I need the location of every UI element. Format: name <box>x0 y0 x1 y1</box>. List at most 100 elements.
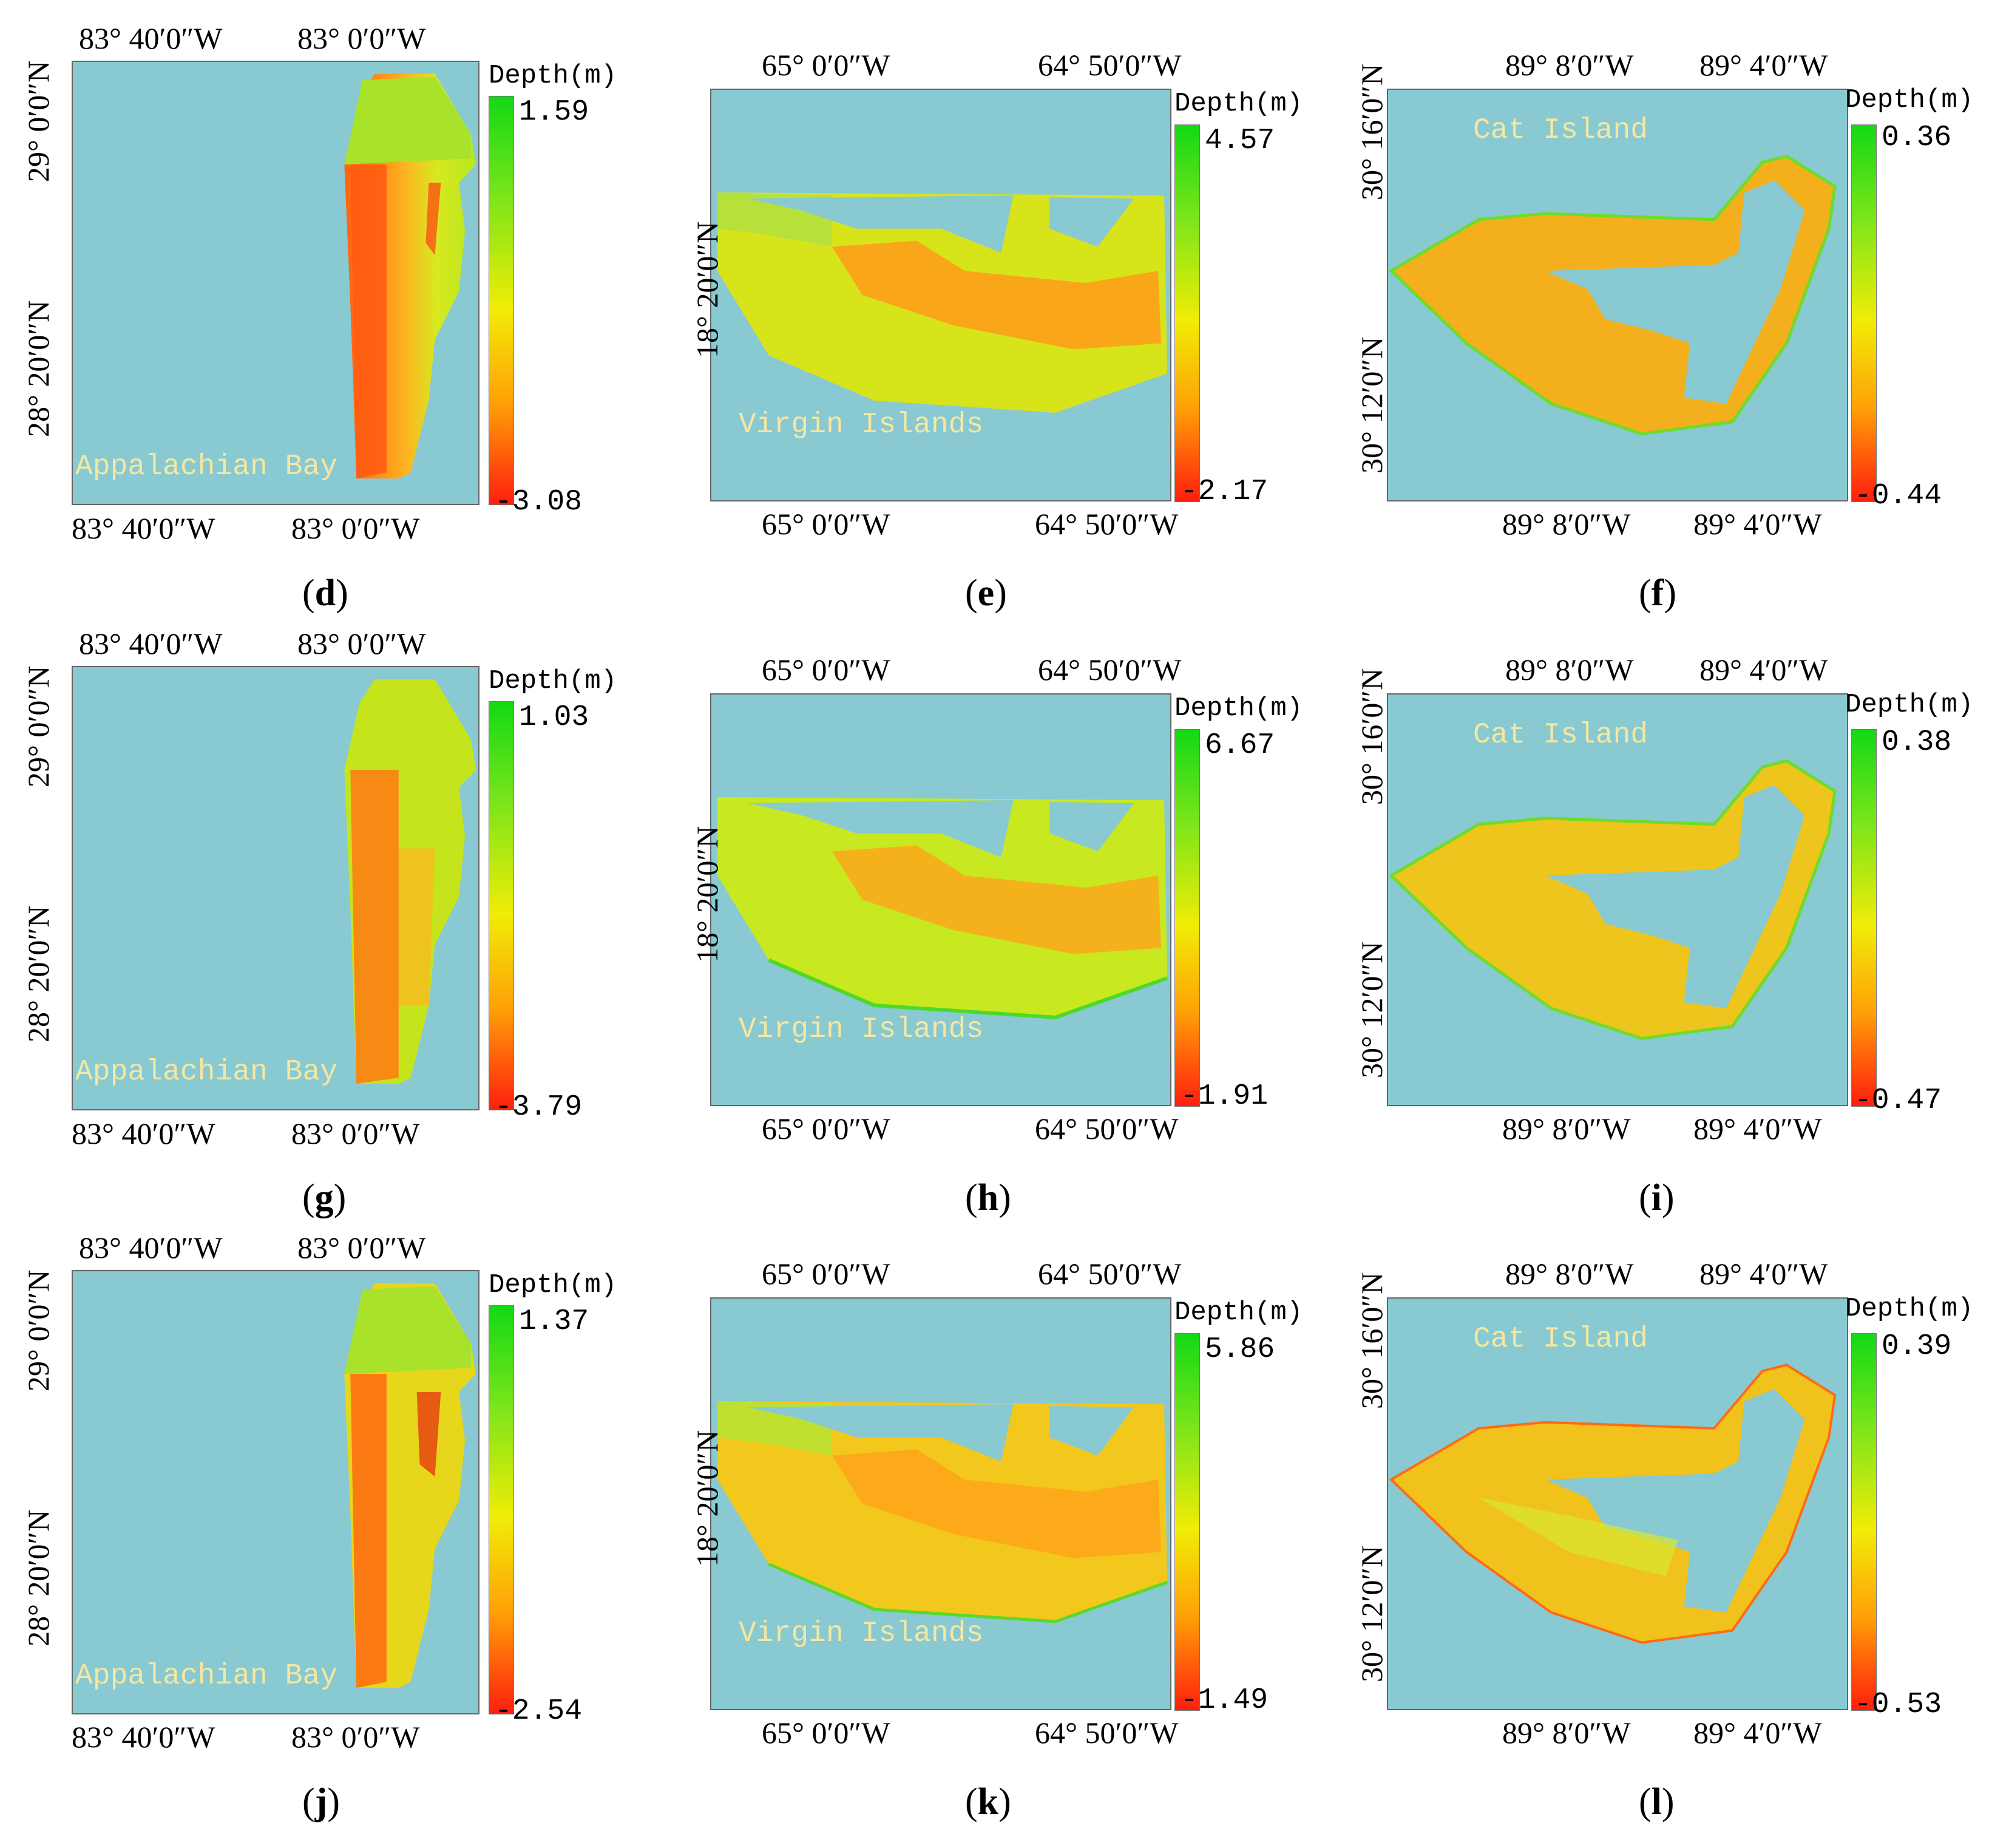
left-tick-1: 30° 16′0″N <box>1355 1272 1389 1409</box>
caption-letter: i <box>1651 1177 1662 1218</box>
depth-raster <box>344 679 476 1084</box>
bottom-tick-1: 89° 8′0″W <box>1502 507 1631 541</box>
bottom-tick-2: 89° 4′0″W <box>1693 1112 1822 1146</box>
map-virgin-islands: Virgin Islands <box>710 89 1171 501</box>
top-tick-1: 89° 8′0″W <box>1505 1257 1634 1291</box>
panel-caption: (i) <box>1639 1177 1675 1218</box>
bottom-tick-1: 89° 8′0″W <box>1502 1112 1631 1146</box>
depth-raster <box>717 1401 1168 1623</box>
top-tick-1: 83° 40′0″W <box>79 21 223 55</box>
map-cat-island: Cat Island <box>1387 89 1848 501</box>
top-tick-2: 64° 50′0″W <box>1038 1257 1182 1291</box>
top-tick-2: 64° 50′0″W <box>1038 48 1182 82</box>
left-tick-2: 30° 12′0″N <box>1355 941 1389 1078</box>
bottom-tick-1: 89° 8′0″W <box>1502 1716 1631 1750</box>
bottom-tick-2: 64° 50′0″W <box>1035 1716 1179 1750</box>
legend-min: -0.47 <box>1854 1084 1942 1117</box>
legend-max: 4.57 <box>1205 124 1275 157</box>
depth-raster <box>344 73 476 479</box>
legend-max: 0.36 <box>1882 121 1952 154</box>
left-tick-1: 29° 0′0″N <box>21 60 55 182</box>
bottom-tick-2: 64° 50′0″W <box>1035 1112 1179 1146</box>
legend-max: 1.37 <box>519 1305 589 1338</box>
depth-raster <box>1388 154 1837 436</box>
bottom-tick-2: 83° 0′0″W <box>291 1116 420 1150</box>
map-cat-island: Cat Island <box>1387 693 1848 1106</box>
legend-title: Depth(m) <box>1174 1297 1303 1328</box>
bottom-tick-1: 65° 0′0″W <box>762 507 890 541</box>
bottom-tick-1: 83° 40′0″W <box>72 1720 215 1754</box>
panel-caption: (f) <box>1639 572 1676 614</box>
panel-caption: (d) <box>302 572 348 614</box>
legend-title: Depth(m) <box>1845 85 1974 115</box>
legend-title: Depth(m) <box>489 1270 617 1300</box>
left-tick-1: 30° 16′0″N <box>1355 668 1389 805</box>
map-virgin-islands: Virgin Islands <box>710 1297 1171 1710</box>
left-tick-1: 30° 16′0″N <box>1355 63 1389 200</box>
map-appalachian-bay: Appalachian Bay <box>72 1270 479 1714</box>
left-tick-2: 30° 12′0″N <box>1355 1545 1389 1682</box>
legend-max: 1.59 <box>519 96 589 129</box>
left-tick-1: 18° 20′0″N <box>690 826 724 963</box>
depth-color-bar <box>1851 124 1877 502</box>
depth-color-bar <box>1174 124 1200 502</box>
panel-caption: (e) <box>965 572 1007 614</box>
left-tick-1: 29° 0′0″N <box>21 665 55 787</box>
region-label: Virgin Islands <box>739 1013 984 1046</box>
panel-caption: (h) <box>965 1177 1011 1218</box>
bottom-tick-2: 83° 0′0″W <box>291 1720 420 1754</box>
panel-caption: (j) <box>302 1781 340 1823</box>
map-virgin-islands: Virgin Islands <box>710 693 1171 1106</box>
legend-max: 1.03 <box>519 701 589 734</box>
legend-min: -2.54 <box>495 1695 583 1728</box>
depth-color-bar <box>1174 1333 1200 1711</box>
bottom-tick-1: 65° 0′0″W <box>762 1716 890 1750</box>
legend-min: -0.53 <box>1854 1688 1942 1721</box>
top-tick-2: 83° 0′0″W <box>297 627 426 661</box>
left-tick-2: 28° 20′0″N <box>21 905 55 1042</box>
region-label: Virgin Islands <box>739 409 984 441</box>
top-tick-1: 83° 40′0″W <box>79 1231 223 1265</box>
left-tick-1: 29° 0′0″N <box>21 1269 55 1391</box>
top-tick-2: 83° 0′0″W <box>297 21 426 55</box>
depth-color-bar <box>489 96 514 505</box>
depth-raster <box>717 192 1168 413</box>
top-tick-1: 65° 0′0″W <box>762 1257 890 1291</box>
region-label: Cat Island <box>1473 1323 1648 1356</box>
top-tick-2: 89° 4′0″W <box>1699 653 1828 687</box>
left-tick-2: 30° 12′0″N <box>1355 336 1389 474</box>
legend-title: Depth(m) <box>1845 1294 1974 1324</box>
panel-caption: (l) <box>1639 1781 1675 1823</box>
legend-title: Depth(m) <box>489 666 617 696</box>
left-tick-1: 18° 20′0″N <box>690 221 724 358</box>
bottom-tick-1: 83° 40′0″W <box>72 1116 215 1150</box>
region-label: Virgin Islands <box>739 1617 984 1650</box>
caption-letter: e <box>977 572 995 614</box>
top-tick-2: 89° 4′0″W <box>1699 48 1828 82</box>
top-tick-1: 83° 40′0″W <box>79 627 223 661</box>
caption-letter: l <box>1651 1781 1662 1823</box>
legend-max: 6.67 <box>1205 729 1275 762</box>
bottom-tick-2: 64° 50′0″W <box>1035 507 1179 541</box>
caption-letter: k <box>977 1781 999 1823</box>
depth-color-bar <box>1851 729 1877 1107</box>
caption-letter: j <box>314 1781 328 1823</box>
bottom-tick-2: 83° 0′0″W <box>291 511 420 545</box>
legend-max: 0.38 <box>1882 726 1952 759</box>
legend-min: -1.49 <box>1181 1684 1269 1717</box>
caption-letter: g <box>314 1177 334 1218</box>
legend-max: 5.86 <box>1205 1333 1275 1366</box>
depth-color-bar <box>1174 729 1200 1107</box>
left-tick-2: 28° 20′0″N <box>21 1509 55 1646</box>
depth-color-bar <box>489 1305 514 1714</box>
top-tick-1: 65° 0′0″W <box>762 653 890 687</box>
caption-letter: h <box>977 1177 999 1218</box>
legend-title: Depth(m) <box>1174 89 1303 119</box>
map-cat-island: Cat Island <box>1387 1297 1848 1710</box>
depth-raster <box>344 1283 476 1688</box>
depth-raster <box>1389 1364 1837 1644</box>
region-label: Appalachian Bay <box>75 450 338 483</box>
left-tick-2: 28° 20′0″N <box>21 300 55 437</box>
region-label: Cat Island <box>1473 719 1648 752</box>
bottom-tick-1: 83° 40′0″W <box>72 511 215 545</box>
